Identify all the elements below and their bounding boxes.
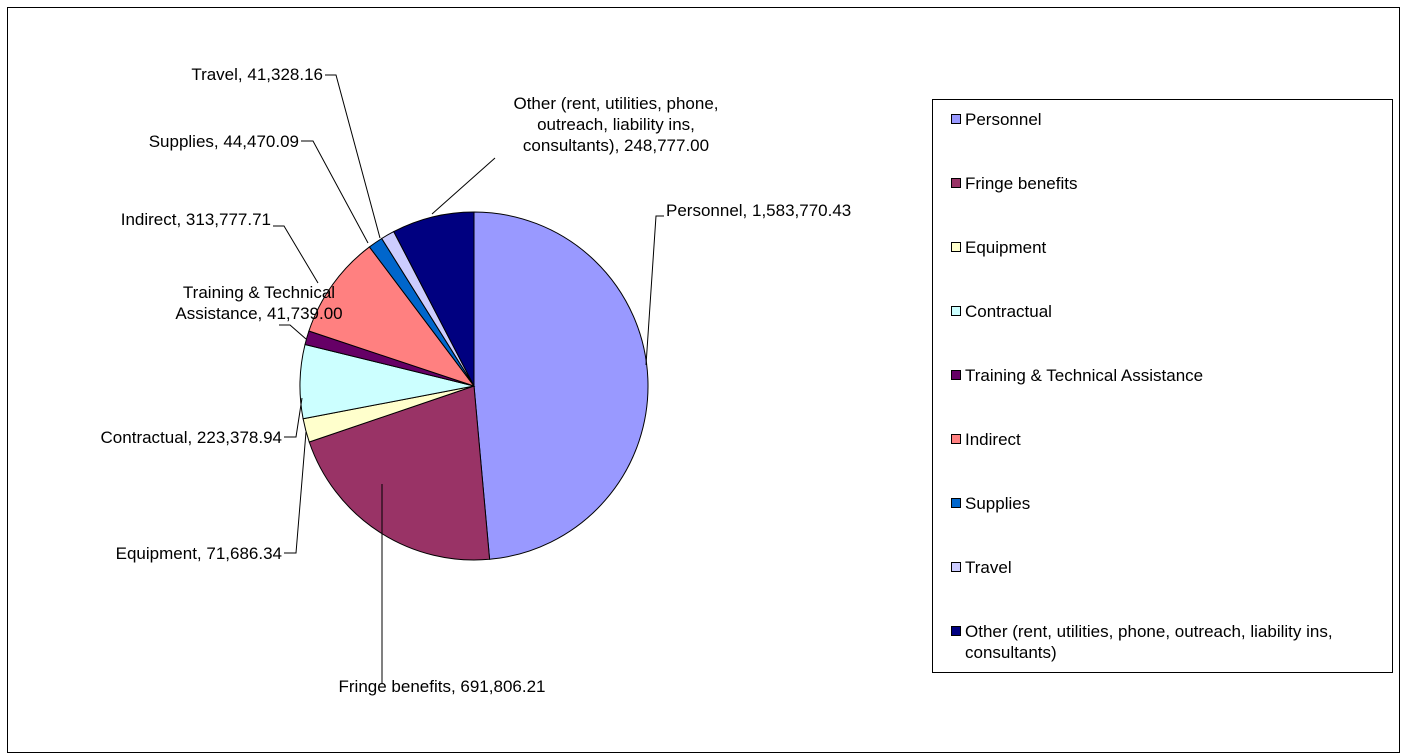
leader-line-travel	[325, 74, 381, 239]
data-label-other: Other (rent, utilities, phone, outreach, …	[513, 94, 718, 155]
leader-line-training	[279, 324, 307, 340]
data-label-supplies: Supplies, 44,470.09	[149, 132, 299, 151]
data-label-fringe: Fringe benefits, 691,806.21	[339, 677, 546, 696]
legend-label-personnel: Personnel	[965, 110, 1042, 129]
legend-label-travel: Travel	[965, 558, 1012, 577]
pie-slices	[299, 211, 649, 561]
leader-line-equipment	[284, 431, 307, 554]
data-label-indirect: Indirect, 313,777.71	[121, 210, 271, 229]
data-label-personnel: Personnel, 1,583,770.43	[666, 201, 851, 220]
legend-label-other: Other (rent, utilities, phone, outreach,…	[965, 622, 1333, 662]
legend-item-other: Other (rent, utilities, phone, outreach,…	[951, 621, 1384, 663]
legend-item-personnel: Personnel	[951, 109, 1384, 130]
legend-swatch-personnel	[951, 114, 961, 124]
pie-slice-fringe	[308, 385, 491, 561]
pie-slice-personnel	[473, 211, 649, 560]
legend-swatch-supplies	[951, 498, 961, 508]
legend-item-supplies: Supplies	[951, 493, 1384, 514]
data-label-equipment: Equipment, 71,686.34	[116, 544, 282, 563]
leader-line-indirect	[273, 225, 319, 284]
legend-label-training: Training & Technical Assistance	[965, 366, 1204, 385]
legend-swatch-training	[951, 370, 961, 380]
leader-line-contractual	[284, 397, 303, 438]
legend-label-contractual: Contractual	[965, 302, 1052, 321]
legend-item-travel: Travel	[951, 557, 1384, 578]
legend-label-equipment: Equipment	[965, 238, 1047, 257]
data-label-travel: Travel, 41,328.16	[191, 65, 323, 84]
legend-label-indirect: Indirect	[965, 430, 1021, 449]
legend-swatch-other	[951, 626, 961, 636]
legend-item-equipment: Equipment	[951, 237, 1384, 258]
leader-lines	[273, 74, 664, 684]
legend-item-training: Training & Technical Assistance	[951, 365, 1384, 386]
leader-line-other	[431, 157, 496, 215]
legend-swatch-indirect	[951, 434, 961, 444]
leader-line-supplies	[301, 140, 369, 244]
legend-item-indirect: Indirect	[951, 429, 1384, 450]
legend-label-supplies: Supplies	[965, 494, 1031, 513]
pie-slice-other	[393, 211, 475, 387]
data-label-contractual: Contractual, 223,378.94	[101, 428, 282, 447]
pie-slice-indirect	[308, 246, 476, 387]
legend-item-fringe: Fringe benefits	[951, 173, 1384, 194]
data-labels: Personnel, 1,583,770.43 Fringe benefits, …	[101, 65, 852, 696]
legend-label-fringe: Fringe benefits	[965, 174, 1078, 193]
legend-swatch-equipment	[951, 242, 961, 252]
legend: Personnel Fringe benefits Equipment Contrac…	[932, 99, 1393, 673]
legend-item-contractual: Contractual	[951, 301, 1384, 322]
leader-line-personnel	[645, 215, 664, 366]
legend-swatch-travel	[951, 562, 961, 572]
data-label-training: Training & Technical Assistance, 41,739.0…	[175, 283, 342, 323]
legend-swatch-fringe	[951, 178, 961, 188]
legend-swatch-contractual	[951, 306, 961, 316]
